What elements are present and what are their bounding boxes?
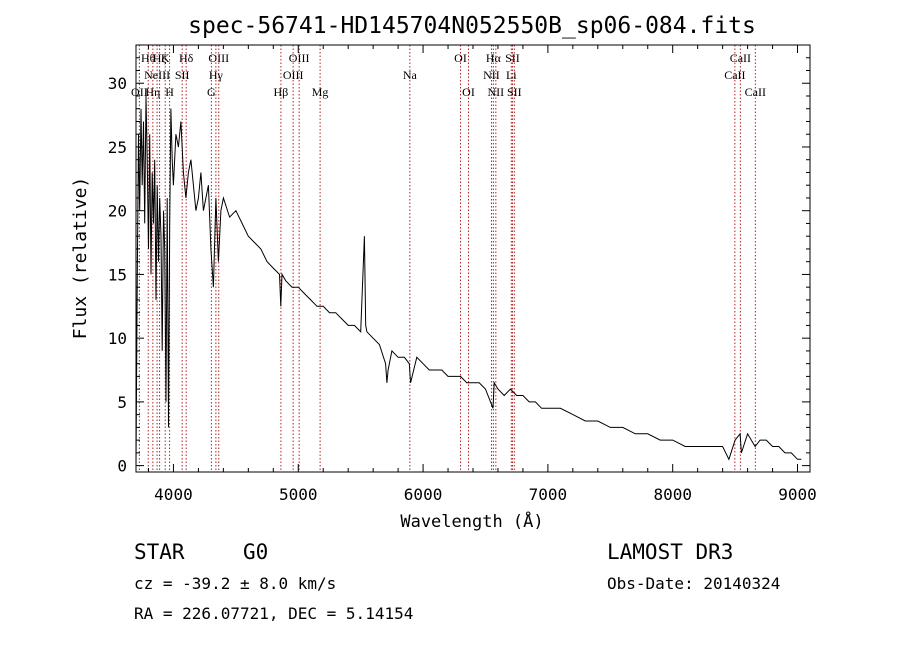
y-tick-label: 15 xyxy=(108,265,127,284)
x-tick-label: 6000 xyxy=(404,485,443,504)
chart-title: spec-56741-HD145704N052550B_sp06-084.fit… xyxy=(188,13,756,39)
x-tick-label: 8000 xyxy=(653,485,692,504)
x-tick-label: 7000 xyxy=(529,485,568,504)
object-class: STAR xyxy=(134,540,185,564)
plot-frame xyxy=(135,44,811,473)
feature-label: Hγ xyxy=(209,68,224,82)
feature-label: Mg xyxy=(312,85,329,99)
y-axis-label: Flux (relative) xyxy=(70,177,91,340)
feature-label: Hη xyxy=(145,85,160,99)
feature-label: Hα xyxy=(486,51,502,65)
feature-label: Hθ xyxy=(141,51,156,65)
spectrum-line xyxy=(135,95,802,466)
x-tick-label: 9000 xyxy=(778,485,817,504)
feature-label: OI xyxy=(462,85,475,99)
x-tick-label: 5000 xyxy=(279,485,318,504)
coordinates: RA = 226.07721, DEC = 5.14154 xyxy=(134,604,414,623)
feature-label: SII xyxy=(507,85,522,99)
observation-date: Obs-Date: 20140324 xyxy=(607,574,781,593)
feature-label: Hδ xyxy=(179,51,194,65)
feature-label: NeIII xyxy=(144,68,170,82)
survey-label: LAMOST DR3 xyxy=(607,540,734,564)
x-axis-ticks: 4000 5000 6000 7000 8000 9000 xyxy=(147,45,817,504)
y-tick-label: 25 xyxy=(108,138,127,157)
feature-label: Na xyxy=(403,68,418,82)
y-tick-label: 0 xyxy=(117,457,127,476)
feature-label: K xyxy=(161,51,170,65)
redshift-info: cz = -39.2 ± 8.0 km/s xyxy=(134,574,337,593)
feature-label: CaII xyxy=(745,85,766,99)
feature-label: OIII xyxy=(283,68,304,82)
y-tick-label: 5 xyxy=(117,393,127,412)
feature-label: OIII xyxy=(208,51,229,65)
feature-label: Hζ xyxy=(153,51,167,65)
y-tick-label: 10 xyxy=(108,329,127,348)
feature-label: G xyxy=(207,85,216,99)
feature-label: OIII xyxy=(289,51,310,65)
feature-label: NII xyxy=(483,68,500,82)
y-axis-ticks: 0 5 10 15 20 25 30 xyxy=(108,57,810,476)
feature-label: Hβ xyxy=(274,85,289,99)
x-tick-label: 4000 xyxy=(154,485,193,504)
feature-label: SII xyxy=(175,68,190,82)
feature-label: CaII xyxy=(724,68,745,82)
feature-label: NII xyxy=(488,85,505,99)
feature-label: SII xyxy=(505,51,520,65)
y-tick-label: 30 xyxy=(108,74,127,93)
y-tick-label: 20 xyxy=(108,202,127,221)
feature-label: OI xyxy=(454,51,467,65)
spectral-feature-lines xyxy=(138,45,756,472)
x-axis-label: Wavelength (Å) xyxy=(400,510,543,532)
object-subclass: G0 xyxy=(243,540,269,564)
feature-label: OII xyxy=(131,85,148,99)
feature-label: Li xyxy=(506,68,517,82)
spectral-feature-labels: OIIHθHηNeIIIHζKHSIIHδGHγOIIIHβOIIIOIIIMg… xyxy=(131,51,766,99)
feature-label: H xyxy=(165,85,174,99)
spectrum-chart: spec-56741-HD145704N052550B_sp06-084.fit… xyxy=(70,13,817,532)
feature-label: CaII xyxy=(730,51,751,65)
